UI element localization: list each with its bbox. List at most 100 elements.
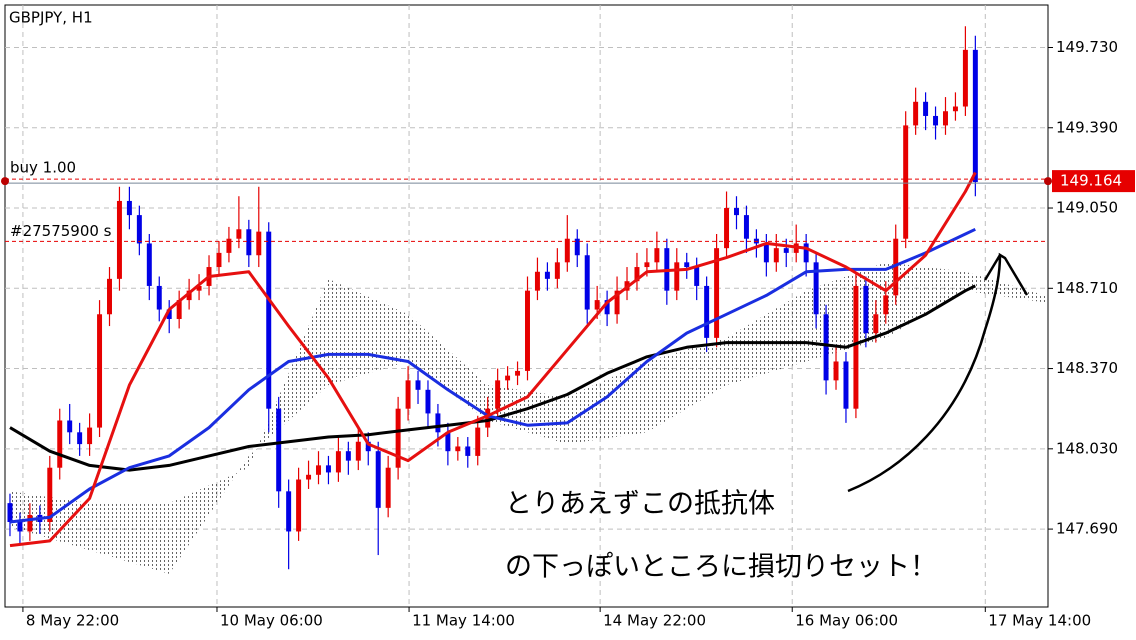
candle-body xyxy=(684,262,690,268)
candle-body xyxy=(893,238,899,296)
candle-body xyxy=(296,479,302,532)
moving-average xyxy=(9,227,976,524)
candle-body xyxy=(27,514,33,532)
y-tick-label: 149.730 xyxy=(1056,38,1118,56)
candle-body xyxy=(863,285,869,334)
candle-body xyxy=(724,208,730,249)
y-tick-label: 149.390 xyxy=(1056,118,1118,136)
candle-body xyxy=(325,465,331,473)
candle-body xyxy=(694,267,700,286)
candle-body xyxy=(435,413,441,433)
candle-body xyxy=(485,408,491,428)
candle-body xyxy=(455,446,461,452)
candle-body xyxy=(853,285,859,409)
x-tick-label: 11 May 14:00 xyxy=(412,612,515,630)
candle-body xyxy=(116,200,122,279)
candle-body xyxy=(67,420,73,433)
candle-body xyxy=(873,314,879,334)
candle-body xyxy=(126,200,132,216)
candle-body xyxy=(923,101,929,116)
cloud-layer xyxy=(10,262,1045,574)
candle-body xyxy=(146,243,152,286)
candle-body xyxy=(375,451,381,508)
y-tick-label: 148.710 xyxy=(1056,279,1118,297)
candle-body xyxy=(843,361,849,409)
candle-body xyxy=(634,267,640,282)
candle-body xyxy=(87,427,93,445)
candle-body xyxy=(584,255,590,310)
candle-body xyxy=(604,300,610,315)
candle-body xyxy=(714,248,720,338)
candle-body xyxy=(196,285,202,291)
candle-body xyxy=(425,389,431,414)
candle-body xyxy=(415,380,421,390)
candle-body xyxy=(136,215,142,244)
hand-arrow xyxy=(847,252,1029,493)
candle-body xyxy=(256,231,262,256)
position-handle xyxy=(1,177,9,186)
x-tick-label: 17 May 14:00 xyxy=(988,612,1091,630)
candle-body xyxy=(77,432,83,445)
candle-body xyxy=(47,467,53,523)
y-tick-label: 148.030 xyxy=(1056,439,1118,457)
candle-body xyxy=(913,101,919,126)
candle-body xyxy=(306,474,312,480)
stop-label: #27575900 s xyxy=(10,222,112,240)
moving-average xyxy=(9,284,976,472)
candle-body xyxy=(385,467,391,508)
y-tick-label: 148.370 xyxy=(1056,359,1118,377)
candle-body xyxy=(505,375,511,381)
candle-body xyxy=(345,451,351,461)
marks-layer xyxy=(7,26,978,570)
candle-body xyxy=(972,49,978,183)
candle-body xyxy=(654,248,660,263)
candle-body xyxy=(355,441,361,461)
candle-body xyxy=(564,238,570,263)
candle-body xyxy=(743,215,749,239)
candle-body xyxy=(365,441,371,452)
candle-body xyxy=(176,300,182,319)
candle-body xyxy=(803,243,809,263)
candle-body xyxy=(574,238,580,256)
position-label: buy 1.00 xyxy=(10,159,76,177)
x-tick-label: 16 May 06:00 xyxy=(795,612,898,630)
candle-body xyxy=(614,290,620,315)
candle-body xyxy=(166,309,172,319)
candle-body xyxy=(883,295,889,315)
candle-body xyxy=(773,248,779,263)
candle-body xyxy=(156,285,162,310)
candle-body xyxy=(107,278,112,315)
x-tick-label: 14 May 22:00 xyxy=(603,612,706,630)
candle-body xyxy=(554,262,560,279)
x-tick-label: 8 May 22:00 xyxy=(26,612,119,630)
candle-body xyxy=(246,229,252,256)
candle-body xyxy=(17,522,23,532)
candle-body xyxy=(544,271,550,279)
candle-body xyxy=(704,285,710,338)
price-box xyxy=(1052,170,1135,193)
candle-body xyxy=(644,262,650,268)
candle-body xyxy=(286,491,292,532)
annotation: とりあえずこの抵抗体 xyxy=(505,489,775,520)
candle-body xyxy=(216,252,222,268)
axes-layer: 149.730 149.390 149.050 148.710 148.370 148.0… xyxy=(1,38,1135,630)
x-tick-label: 10 May 06:00 xyxy=(220,612,323,630)
candle-body xyxy=(763,243,769,263)
lines-layer xyxy=(9,171,977,548)
candle-body xyxy=(97,314,103,428)
candle-body xyxy=(445,432,451,452)
candle-body xyxy=(475,427,481,456)
position-handle xyxy=(1044,177,1052,186)
price-label: 149.164 xyxy=(1060,172,1122,190)
candle-body xyxy=(276,408,282,492)
candle-body xyxy=(186,290,192,301)
chart-title: GBPJPY, H1 xyxy=(9,9,93,27)
candle-body xyxy=(57,420,63,468)
candle-body xyxy=(534,271,540,291)
candle-body xyxy=(813,262,819,315)
cloud xyxy=(10,262,1045,574)
candle-body xyxy=(933,115,939,126)
candle-body xyxy=(823,314,829,381)
candle-body xyxy=(962,49,968,107)
